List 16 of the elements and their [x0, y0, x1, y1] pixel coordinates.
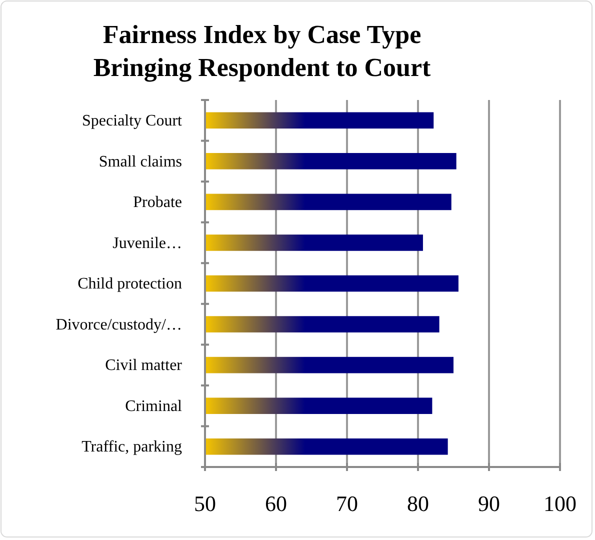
- y-tick-label: Small claims: [98, 153, 182, 170]
- y-tick-label: Civil matter: [105, 357, 183, 374]
- x-tick-label: 100: [544, 491, 576, 516]
- chart-title: Fairness Index by Case Type Bringing Respondent to Court: [93, 20, 431, 82]
- y-tick-label: Divorce/custody/…: [56, 316, 182, 334]
- x-tick-label: 80: [407, 491, 429, 516]
- y-tick-label: Criminal: [125, 398, 183, 415]
- x-tick-label: 90: [478, 491, 500, 516]
- y-tick-label: Child protection: [78, 276, 182, 293]
- y-tick-label: Specialty Court: [82, 112, 183, 130]
- y-tick-label: Probate: [133, 194, 182, 212]
- x-tick-label: 50: [194, 491, 216, 516]
- x-tick-label: 70: [336, 491, 358, 516]
- x-tick-label: 60: [265, 491, 287, 516]
- y-tick-label: Traffic, parking: [82, 438, 182, 456]
- y-tick-label: Juvenile…: [112, 234, 182, 252]
